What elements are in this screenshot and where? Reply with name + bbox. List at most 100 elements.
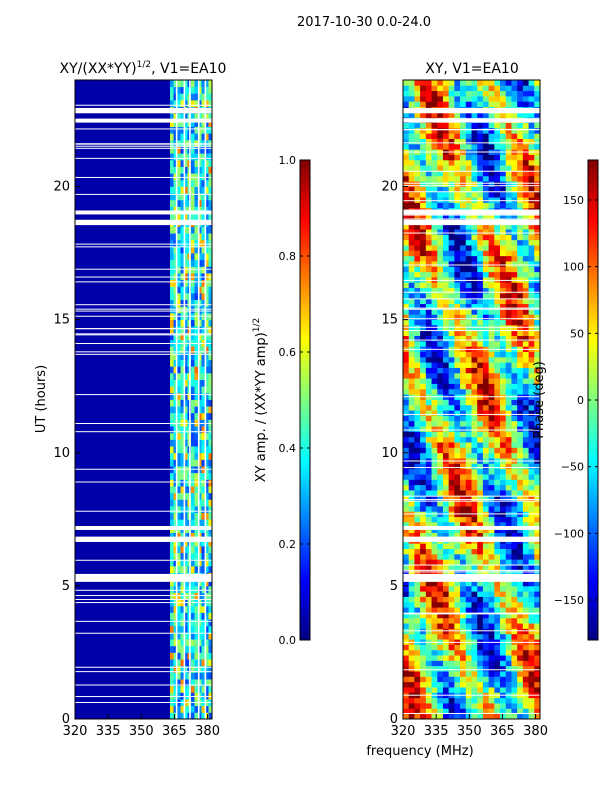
phase-cell — [471, 687, 478, 693]
phase-cell — [431, 607, 438, 613]
phase-cell — [488, 601, 495, 608]
phase-cell — [420, 474, 427, 480]
amplitude-cell — [198, 126, 202, 134]
phase-cell — [528, 372, 535, 379]
amplitude-cell — [177, 419, 181, 427]
amplitude-cell — [198, 559, 202, 567]
phase-cell — [517, 415, 524, 422]
amplitude-cell — [177, 213, 181, 221]
phase-cell — [454, 649, 461, 656]
amplitude-cell — [177, 379, 181, 387]
phase-cell — [448, 708, 455, 715]
phase-cell — [442, 122, 450, 129]
phase-cell — [471, 90, 478, 97]
phase-cell — [528, 484, 535, 491]
phase-heatmap — [403, 80, 541, 720]
phase-cell — [454, 681, 461, 688]
phase-cell — [505, 319, 512, 326]
amplitude-cell — [208, 439, 213, 447]
phase-cell — [482, 474, 490, 480]
phase-cell — [471, 175, 478, 182]
amplitude-cell — [208, 506, 213, 514]
amplitude-cell — [184, 306, 188, 314]
amplitude-cell — [184, 579, 188, 587]
amplitude-flagged-row — [75, 598, 212, 600]
amplitude-cell — [201, 233, 206, 241]
phase-cell — [454, 186, 461, 193]
amplitude-cell — [180, 119, 185, 127]
phase-cell — [500, 308, 507, 315]
phase-cell — [477, 80, 484, 86]
phase-cell — [448, 298, 455, 305]
phase-cell — [454, 351, 461, 358]
phase-cell — [414, 362, 421, 368]
phase-cell — [477, 197, 484, 203]
phase-cell — [408, 175, 415, 182]
phase-cell — [477, 404, 484, 411]
phase-cell — [460, 644, 467, 651]
phase-cell — [431, 506, 438, 512]
phase-cell — [488, 133, 495, 139]
phase-cell — [420, 628, 427, 635]
phase-cell — [477, 293, 484, 299]
phase-cell — [505, 101, 512, 108]
phase-cell — [500, 261, 507, 267]
amplitude-cell — [180, 612, 185, 620]
phase-cell — [494, 378, 501, 384]
amplitude-cell — [180, 552, 185, 560]
phase-cell — [528, 548, 535, 555]
amplitude-cell — [191, 346, 195, 354]
phase-cell — [437, 255, 444, 262]
phase-cell — [437, 383, 444, 390]
amplitude-cell — [177, 619, 181, 627]
phase-cell — [465, 234, 472, 241]
phase-cell — [448, 474, 455, 480]
phase-cell — [403, 591, 410, 597]
phase-cell — [471, 234, 478, 241]
amplitude-cell — [205, 306, 209, 314]
phase-cell — [488, 612, 495, 619]
phase-cell — [414, 245, 421, 251]
phase-cell — [460, 468, 467, 475]
phase-cell — [414, 197, 421, 203]
amplitude-cell — [177, 512, 181, 520]
amplitude-cell — [198, 306, 202, 314]
phase-cell — [522, 506, 529, 512]
amplitude-cell — [173, 452, 178, 460]
amplitude-cell — [180, 492, 185, 500]
phase-cell — [437, 378, 444, 384]
amplitude-cell — [194, 286, 199, 294]
phase-cell — [420, 282, 427, 289]
phase-cell — [414, 186, 421, 193]
phase-cell — [431, 122, 438, 129]
phase-cell — [414, 697, 421, 704]
phase-cell — [534, 154, 541, 161]
phase-cell — [454, 623, 461, 629]
amplitude-cell — [177, 286, 181, 294]
phase-cell — [403, 426, 410, 432]
phase-cell — [403, 143, 410, 150]
phase-cell — [488, 591, 495, 597]
amplitude-rfi-channel — [183, 80, 186, 719]
phase-cell — [505, 80, 512, 86]
phase-cell — [431, 436, 438, 443]
phase-cell — [471, 277, 478, 283]
phase-cell — [482, 90, 490, 97]
amplitude-cell — [177, 446, 181, 454]
amplitude-cell — [180, 672, 185, 680]
amplitude-cell — [208, 532, 213, 540]
phase-cell — [488, 703, 495, 709]
phase-cell — [534, 245, 541, 251]
amplitude-cell — [205, 585, 209, 593]
phase-cell — [477, 175, 484, 182]
phase-cell — [414, 431, 421, 438]
phase-cell — [460, 308, 467, 315]
phase-cell — [522, 697, 529, 704]
phase-cell — [454, 628, 461, 635]
phase-cell — [477, 468, 484, 475]
phase-cell — [420, 506, 427, 512]
phase-cell — [482, 708, 490, 715]
amplitude-cell — [180, 652, 185, 660]
phase-cell — [460, 553, 467, 560]
phase-cell — [442, 298, 450, 305]
